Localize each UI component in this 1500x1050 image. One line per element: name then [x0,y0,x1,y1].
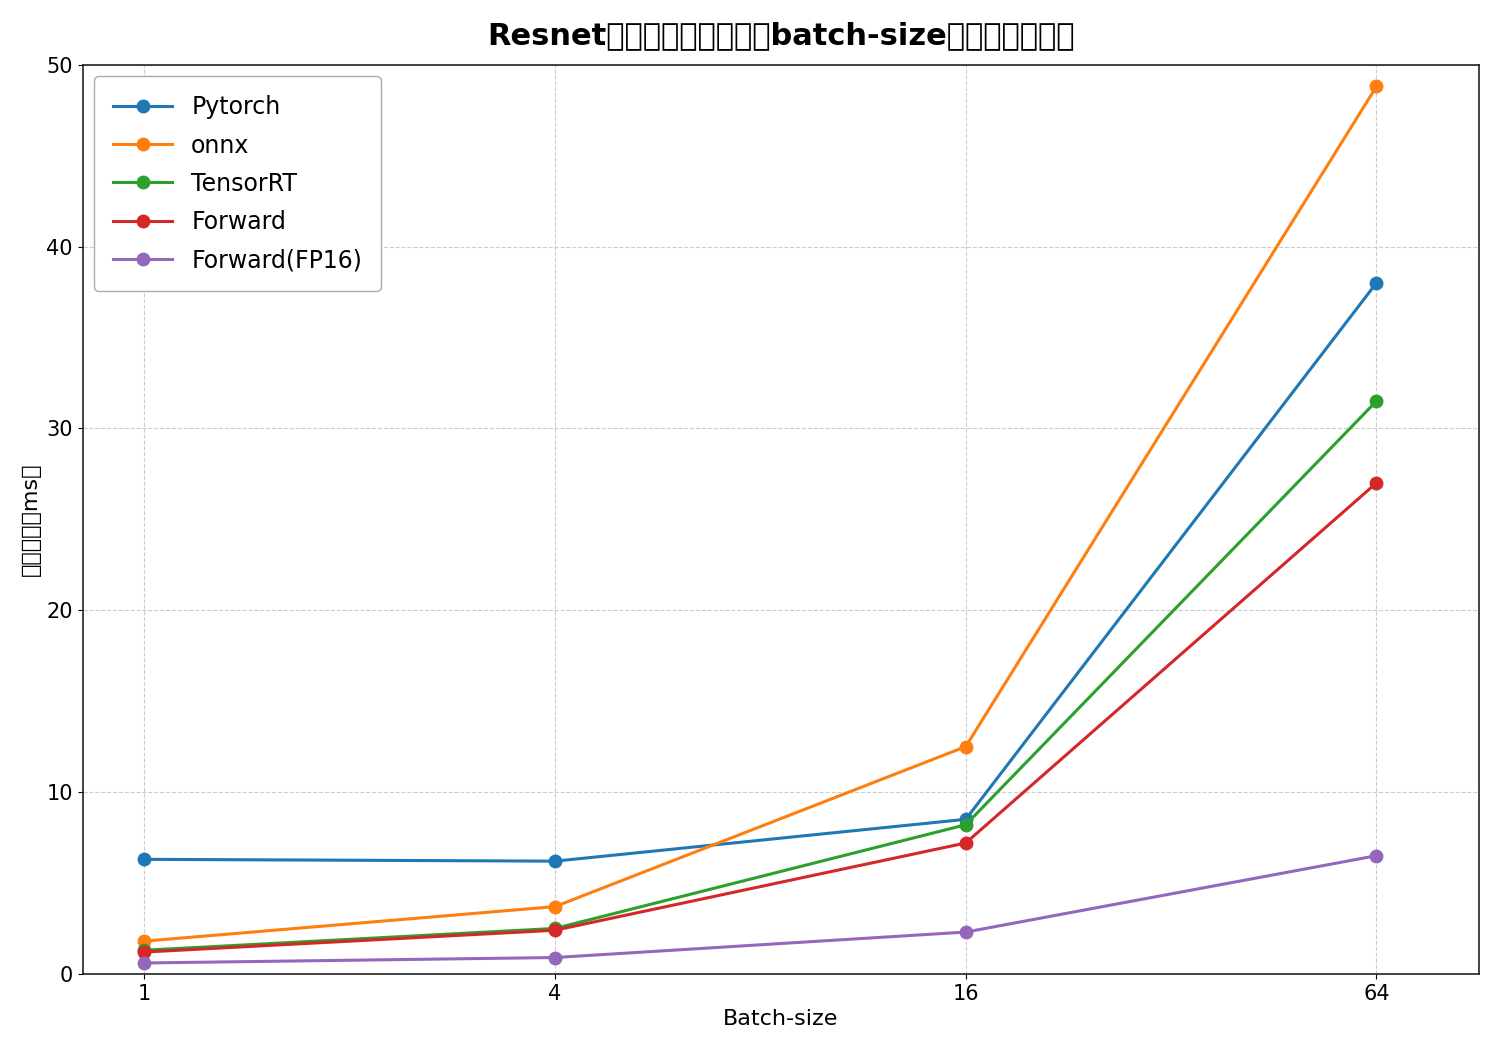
X-axis label: Batch-size: Batch-size [723,1009,839,1029]
Pytorch [1368,276,1386,289]
Line: Forward(FP16): Forward(FP16) [138,849,1383,969]
Forward(FP16) [546,951,564,964]
Line: Pytorch: Pytorch [138,276,1383,867]
TensorRT [957,819,975,832]
Pytorch [135,853,153,865]
Forward(FP16) [1368,849,1386,862]
onnx [135,934,153,947]
Y-axis label: 推理时间（ms）: 推理时间（ms） [21,463,40,576]
Title: Resnet模型在各框架下不同batch-size的推理时间对比: Resnet模型在各框架下不同batch-size的推理时间对比 [488,21,1074,49]
Line: onnx: onnx [138,80,1383,947]
onnx [546,900,564,912]
Forward(FP16) [957,926,975,939]
Forward [957,837,975,849]
Forward [135,946,153,959]
onnx [1368,80,1386,92]
Legend: Pytorch, onnx, TensorRT, Forward, Forward(FP16): Pytorch, onnx, TensorRT, Forward, Forwar… [94,77,381,291]
Pytorch [957,813,975,825]
Pytorch [546,855,564,867]
onnx [957,740,975,753]
Forward(FP16) [135,957,153,969]
TensorRT [546,922,564,934]
Line: TensorRT: TensorRT [138,395,1383,957]
Line: Forward: Forward [138,477,1383,959]
Forward [1368,477,1386,489]
TensorRT [135,944,153,957]
Forward [546,924,564,937]
TensorRT [1368,395,1386,407]
